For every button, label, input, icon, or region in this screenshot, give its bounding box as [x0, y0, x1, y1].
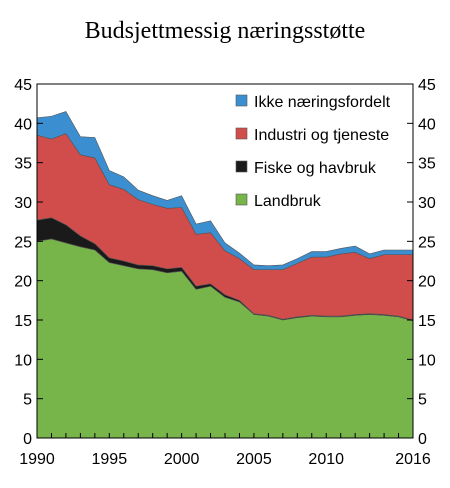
- legend-label-fiske-og-havbruk: Fiske og havbruk: [254, 160, 377, 177]
- y-tick-label-left: 35: [14, 156, 32, 173]
- ticks-layer: 0 0 5 5 10 10 15 15 20 20 25 25 30 30 35 35 40 40 45 45 1990…: [14, 77, 436, 468]
- y-tick-label-right: 5: [418, 392, 427, 409]
- legend-label-ikke-næringsfordelt: Ikke næringsfordelt: [254, 94, 391, 111]
- y-tick-label-left: 20: [14, 274, 32, 291]
- y-tick-label-right: 30: [418, 195, 436, 212]
- y-tick-label-left: 5: [23, 392, 32, 409]
- x-tick-label: 2010: [308, 451, 344, 468]
- y-tick-label-right: 40: [418, 116, 436, 133]
- y-tick-label-left: 25: [14, 234, 32, 251]
- y-tick-label-left: 40: [14, 116, 32, 133]
- y-tick-label-left: 10: [14, 352, 32, 369]
- y-tick-label-right: 45: [418, 77, 436, 94]
- y-tick-label-right: 10: [418, 352, 436, 369]
- legend-label-industri-og-tjeneste: Industri og tjeneste: [254, 127, 389, 144]
- y-tick-label-right: 0: [418, 431, 427, 448]
- x-tick-label: 1990: [19, 451, 55, 468]
- x-tick-label: 2016: [395, 451, 431, 468]
- x-tick-label: 2000: [164, 451, 200, 468]
- y-tick-label-right: 35: [418, 156, 436, 173]
- chart-title: Budsjettmessig næringsstøtte: [85, 18, 366, 44]
- y-tick-label-left: 15: [14, 313, 32, 330]
- areas-layer: [36, 111, 414, 439]
- x-tick-label: 1995: [92, 451, 128, 468]
- y-tick-label-right: 15: [418, 313, 436, 330]
- legend-swatch-ikke-næringsfordelt: [235, 94, 248, 107]
- y-tick-label-left: 30: [14, 195, 32, 212]
- y-tick-label-left: 45: [14, 77, 32, 94]
- y-tick-label-right: 25: [418, 234, 436, 251]
- legend-swatch-landbruk: [235, 193, 248, 206]
- legend: Ikke næringsfordelt Industri og tjeneste F…: [235, 94, 391, 210]
- legend-swatch-industri-og-tjeneste: [235, 127, 248, 140]
- y-tick-label-right: 20: [418, 274, 436, 291]
- x-tick-label: 2005: [236, 451, 272, 468]
- y-tick-label-left: 0: [23, 431, 32, 448]
- legend-label-landbruk: Landbruk: [254, 193, 322, 210]
- legend-swatch-fiske-og-havbruk: [235, 160, 248, 173]
